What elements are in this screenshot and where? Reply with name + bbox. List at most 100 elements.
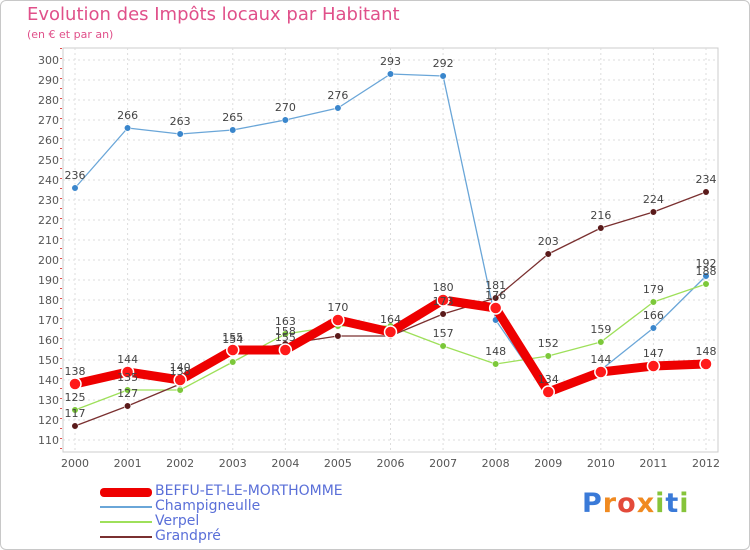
legend-swatch-verpel — [100, 521, 152, 523]
data-label: 180 — [433, 281, 454, 294]
data-label: 236 — [65, 169, 86, 182]
data-point — [649, 208, 658, 216]
x-tick-label: 2002 — [166, 457, 194, 470]
data-label: 170 — [327, 301, 348, 314]
legend-item-beffu[interactable]: BEFFU-ET-LE-MORTHOMME — [100, 483, 420, 499]
data-point — [71, 184, 79, 192]
data-label: 144 — [590, 353, 611, 366]
y-tick-label: 120 — [38, 414, 59, 427]
data-label: 138 — [170, 365, 191, 378]
data-point — [702, 188, 710, 196]
data-label: 140 — [170, 361, 191, 374]
data-label: 127 — [117, 387, 138, 400]
data-point — [176, 386, 184, 394]
legend-item-champigneulle[interactable]: Champigneulle — [100, 498, 420, 514]
data-label: 155 — [275, 331, 296, 344]
data-point — [649, 298, 658, 306]
data-point — [541, 385, 555, 399]
data-label: 179 — [643, 283, 664, 296]
data-point — [123, 124, 132, 132]
x-tick-label: 2001 — [114, 457, 142, 470]
y-tick-label: 180 — [38, 294, 59, 307]
legend-swatch-grandpre — [100, 536, 152, 538]
data-label: 144 — [117, 353, 138, 366]
x-tick-label: 2012 — [692, 457, 720, 470]
y-tick-label: 280 — [38, 94, 59, 107]
legend-item-grandpre[interactable]: Grandpré — [100, 528, 420, 544]
y-tick-label: 250 — [38, 154, 59, 167]
legend-label-grandpre: Grandpré — [155, 528, 221, 544]
data-point — [386, 70, 395, 78]
data-point — [383, 325, 398, 339]
data-point — [649, 324, 658, 332]
data-label: 176 — [485, 289, 506, 302]
y-tick-label: 170 — [38, 314, 59, 327]
data-label: 125 — [65, 391, 86, 404]
data-point — [229, 358, 237, 366]
legend-swatch-champigneulle — [100, 506, 152, 508]
data-label: 158 — [275, 325, 296, 338]
data-label: 117 — [65, 407, 86, 420]
data-point — [331, 313, 345, 327]
x-tick-label: 2004 — [271, 457, 299, 470]
legend-label-beffu: BEFFU-ET-LE-MORTHOMME — [155, 483, 343, 499]
logo-letter: P — [582, 488, 603, 519]
data-point — [702, 272, 710, 280]
x-tick-label: 2007 — [429, 457, 457, 470]
y-tick-label: 240 — [38, 174, 59, 187]
data-point — [334, 332, 342, 340]
chart-title: Evolution des Impôts locaux par Habitant — [27, 4, 400, 25]
data-point — [226, 343, 240, 357]
y-tick-label: 150 — [38, 354, 59, 367]
data-point — [439, 72, 447, 80]
logo-letter: i — [679, 488, 690, 519]
data-point — [646, 359, 661, 373]
x-tick-label: 2006 — [377, 457, 405, 470]
logo-letter: r — [602, 488, 618, 519]
data-point — [229, 126, 237, 134]
series-line — [74, 283, 707, 411]
data-point — [594, 365, 608, 379]
y-tick-label: 110 — [38, 434, 59, 447]
data-label: 265 — [222, 111, 243, 124]
legend-label-verpel: Verpel — [155, 513, 200, 529]
data-point — [597, 224, 605, 232]
logo-letter: i — [655, 488, 666, 519]
logo-letter: x — [636, 488, 656, 519]
legend-swatch-beffu — [100, 488, 152, 497]
data-point — [488, 301, 503, 315]
data-label: 173 — [433, 295, 454, 308]
legend-label-champigneulle: Champigneulle — [155, 498, 261, 514]
data-label: 270 — [275, 101, 296, 114]
data-point — [278, 343, 293, 357]
chart-legend: BEFFU-ET-LE-MORTHOMME Champigneulle Verp… — [100, 483, 420, 544]
data-point — [123, 402, 132, 410]
data-label: 263 — [170, 115, 191, 128]
data-point — [68, 377, 82, 391]
logo-letter: o — [617, 488, 637, 519]
y-tick-label: 290 — [38, 74, 59, 87]
data-point — [334, 104, 342, 112]
data-label: 234 — [696, 173, 717, 186]
x-tick-label: 2003 — [219, 457, 247, 470]
data-point — [544, 250, 552, 258]
y-tick-label: 300 — [38, 54, 59, 67]
data-label: 266 — [117, 109, 138, 122]
data-label: 293 — [380, 55, 401, 68]
data-point — [123, 386, 132, 394]
data-label: 216 — [590, 209, 611, 222]
data-label: 164 — [380, 313, 401, 326]
data-point — [176, 130, 184, 138]
data-label: 276 — [327, 89, 348, 102]
proxiti-logo[interactable]: Proxiti — [582, 488, 690, 519]
data-point — [702, 280, 710, 288]
y-tick-label: 230 — [38, 194, 59, 207]
data-label: 203 — [538, 235, 559, 248]
x-tick-label: 2005 — [324, 457, 352, 470]
y-tick-label: 220 — [38, 214, 59, 227]
legend-item-verpel[interactable]: Verpel — [100, 513, 420, 529]
data-point — [699, 357, 713, 371]
data-point — [439, 342, 447, 350]
x-tick-label: 2010 — [587, 457, 615, 470]
